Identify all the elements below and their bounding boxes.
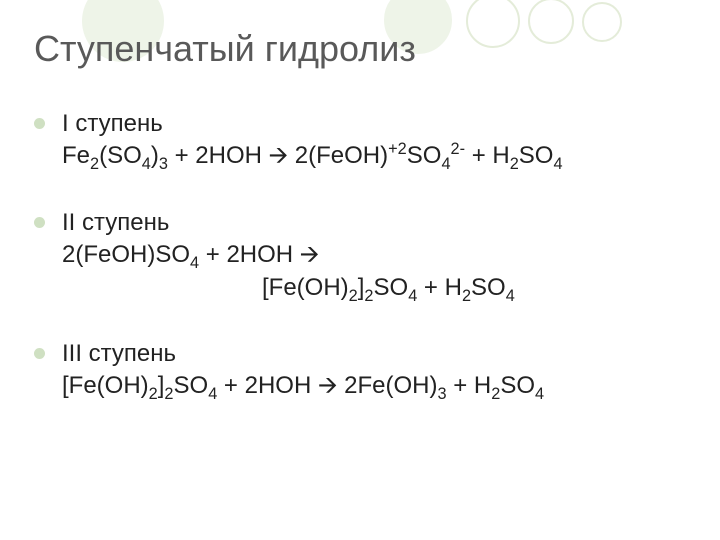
list-item: III ступень [Fe(OH)2]2SO4 + 2HOH 🡪 2Fe(O…	[34, 338, 690, 403]
bullet-list: I ступень Fe2(SO4)3 + 2HOH 🡪 2(FeOH)+2SO4…	[34, 108, 690, 437]
slide-title: Ступенчатый гидролиз	[34, 28, 416, 70]
equation-line: [Fe(OH)2]2SO4 + H2SO4	[62, 272, 690, 304]
deco-circle	[582, 2, 622, 42]
step-label: III ступень	[62, 340, 176, 367]
list-item: I ступень Fe2(SO4)3 + 2HOH 🡪 2(FeOH)+2SO4…	[34, 108, 690, 173]
step-label: I ступень	[62, 110, 163, 137]
equation-line: 2(FeOH)SO4 + 2HOH 🡪	[62, 241, 319, 268]
step-label: II ступень	[62, 209, 169, 236]
list-item: II ступень 2(FeOH)SO4 + 2HOH 🡪 [Fe(OH)2]2S…	[34, 207, 690, 304]
deco-circle	[466, 0, 520, 48]
bullet-icon	[34, 217, 45, 228]
equation-line: Fe2(SO4)3 + 2HOH 🡪 2(FeOH)+2SO42- + H2SO…	[62, 142, 563, 169]
bullet-icon	[34, 348, 45, 359]
bullet-icon	[34, 118, 45, 129]
arrow-icon: 🡪	[269, 142, 289, 169]
deco-circle	[528, 0, 574, 44]
arrow-icon: 🡪	[318, 372, 338, 399]
equation-line: [Fe(OH)2]2SO4 + 2HOH 🡪 2Fe(OH)3 + H2SO4	[62, 372, 544, 399]
arrow-icon: 🡪	[300, 241, 320, 268]
